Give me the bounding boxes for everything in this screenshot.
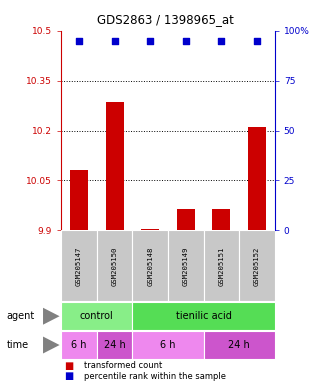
Bar (61, 302, 132, 330)
Text: GSM205149: GSM205149 (183, 246, 189, 286)
Point (112, 38, 117, 44)
Bar (61, 230, 97, 301)
Point (148, 38, 153, 44)
Text: GSM205151: GSM205151 (218, 246, 224, 286)
Text: ■: ■ (65, 361, 74, 371)
Bar (97, 331, 132, 359)
Text: 24 h: 24 h (228, 340, 250, 350)
Text: ■: ■ (65, 371, 74, 381)
Bar (213, 209, 230, 230)
Text: GSM205150: GSM205150 (112, 246, 118, 286)
Point (219, 38, 224, 44)
Text: transformed count: transformed count (84, 361, 163, 370)
Polygon shape (43, 336, 60, 354)
Text: 24 h: 24 h (104, 340, 125, 350)
Bar (239, 230, 275, 301)
Text: 6 h: 6 h (71, 340, 87, 350)
Bar (132, 230, 168, 301)
Bar (97, 230, 132, 301)
Polygon shape (43, 308, 60, 325)
Text: 6 h: 6 h (160, 340, 176, 350)
Text: GSM205148: GSM205148 (147, 246, 153, 286)
Point (183, 38, 188, 44)
Text: GSM205147: GSM205147 (76, 246, 82, 286)
Bar (132, 331, 204, 359)
Bar (132, 302, 275, 330)
Bar (177, 209, 195, 230)
Bar (106, 102, 123, 230)
Bar (204, 331, 275, 359)
Bar (248, 127, 266, 230)
Text: agent: agent (7, 311, 35, 321)
Text: GDS2863 / 1398965_at: GDS2863 / 1398965_at (97, 13, 234, 26)
Text: GSM205152: GSM205152 (254, 246, 260, 286)
Text: time: time (7, 340, 29, 350)
Bar (141, 229, 159, 230)
Text: tienilic acid: tienilic acid (176, 311, 231, 321)
Bar (168, 230, 204, 301)
Point (254, 38, 260, 44)
Text: control: control (80, 311, 114, 321)
Bar (70, 170, 88, 230)
Text: percentile rank within the sample: percentile rank within the sample (84, 372, 226, 381)
Bar (204, 230, 239, 301)
Bar (61, 331, 97, 359)
Point (76, 38, 82, 44)
